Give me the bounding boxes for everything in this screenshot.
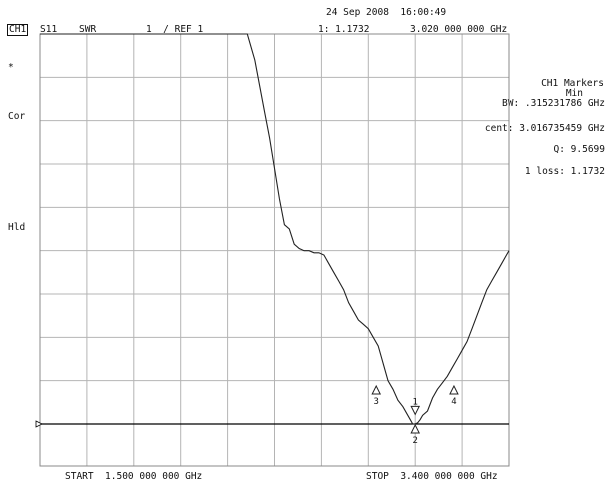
reference-position-icon [35,420,43,428]
start-frequency[interactable]: START 1.500 000 000 GHz [65,471,203,482]
marker-2-icon [410,423,421,434]
grid-border [39,33,510,467]
plot-grid [35,33,510,467]
marker-3-icon [371,384,382,395]
active-marker-readout: 1: 1.1732 [318,24,370,35]
markers-panel-title: CH1 Markers [541,78,604,89]
status-hold: Hld [8,222,26,233]
marker-2-label: 2 [412,436,417,446]
marker-layer: 1 2 3 4 [371,384,459,446]
format-label[interactable]: SWR [79,24,97,35]
status-correction: Cor [8,111,26,122]
marker-1-label: 1 [412,397,417,407]
s-parameter-label[interactable]: S11 [40,24,58,35]
scale-ref-label[interactable]: 1 / REF 1 [146,24,204,35]
marker-4-label: 4 [451,397,456,407]
active-marker-frequency: 3.020 000 000 GHz [410,24,508,35]
status-star: * [8,62,14,73]
markers-panel-subtitle: Min [565,88,583,99]
marker-2: 2 [410,423,421,446]
marker-1-icon [410,405,421,416]
marker-3: 3 [371,384,382,407]
q-factor-readout: Q: 9.5699 [553,144,605,155]
channel-indicator[interactable]: CH1 [7,24,29,36]
marker-3-label: 3 [373,397,378,407]
insertion-loss-readout: 1 loss: 1.1732 [524,166,605,177]
stop-frequency[interactable]: STOP 3.400 000 000 GHz [366,471,498,482]
center-frequency-readout: cent: 3.016735459 GHz [484,123,605,134]
trace-layer [40,33,510,425]
marker-4-icon [449,384,459,395]
marker-1: 1 [410,397,421,416]
timestamp: 24 Sep 2008 16:00:49 [326,7,447,18]
swr-trace-1 [40,33,510,425]
marker-4: 4 [449,384,459,407]
bandwidth-readout: BW: .315231786 GHz [502,98,605,109]
